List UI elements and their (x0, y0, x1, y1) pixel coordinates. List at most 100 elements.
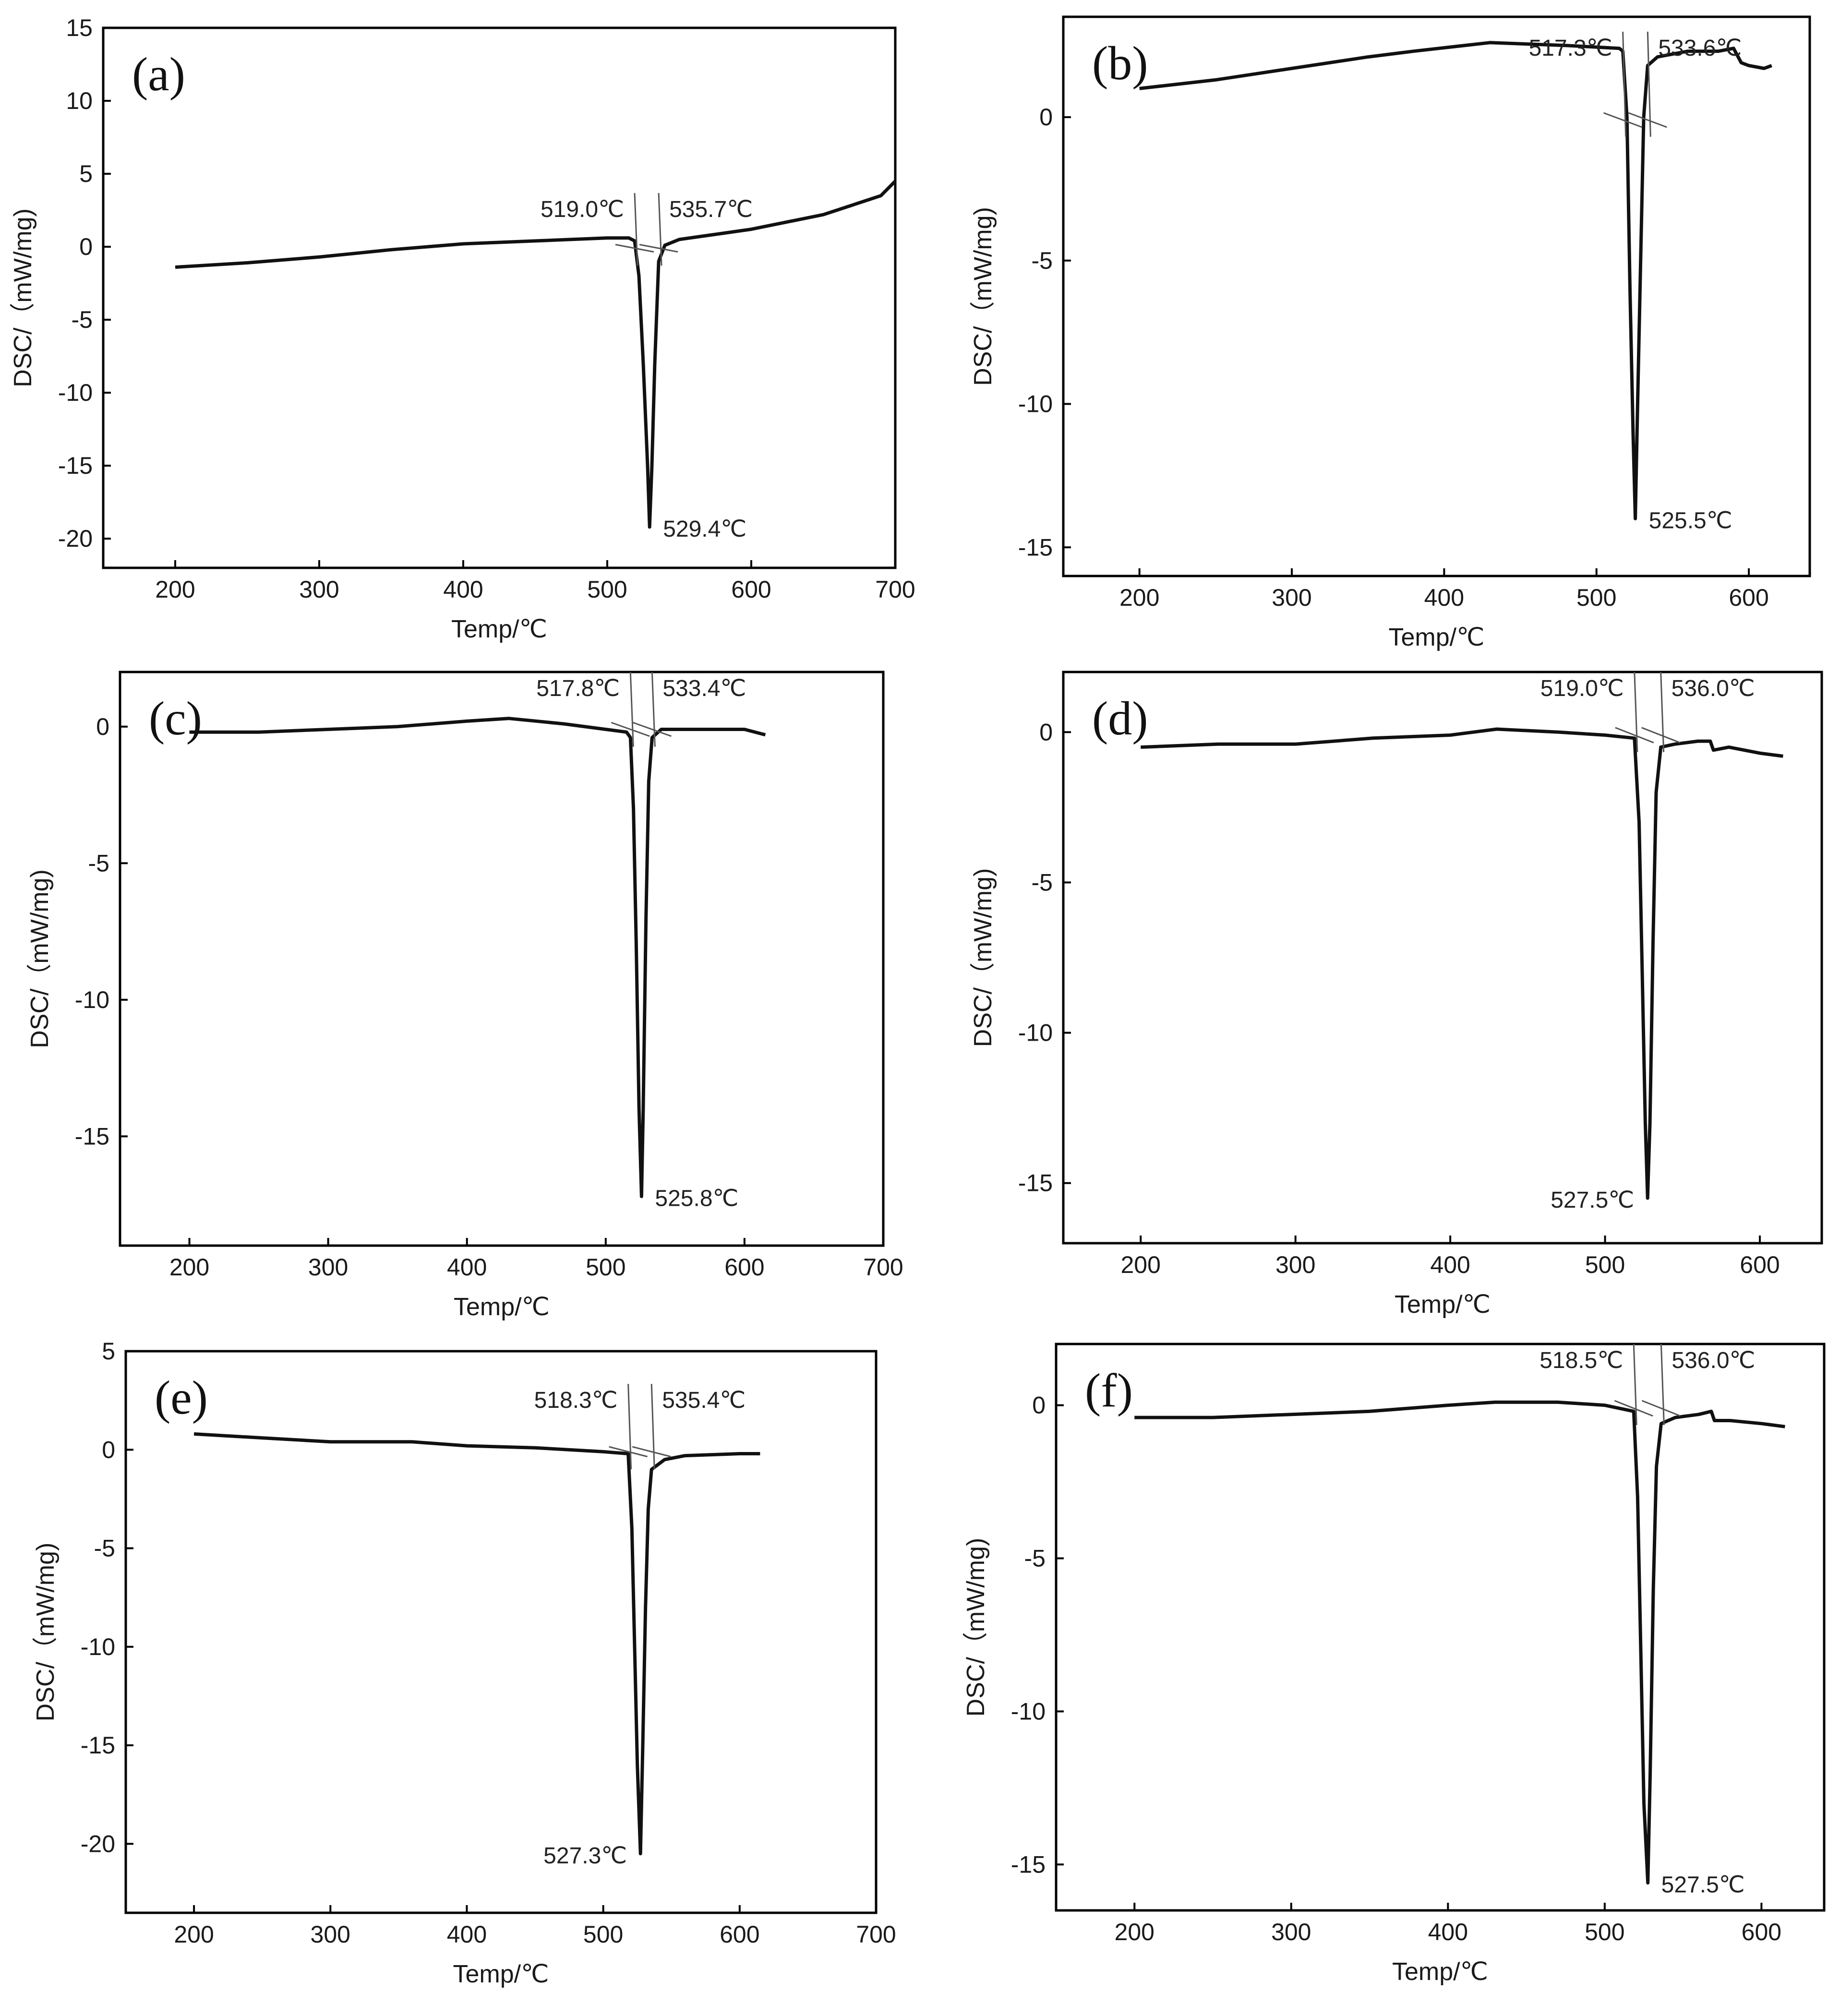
chart-panel-c: 200 300 400 500 600 700 -15 -10 -5 0 Temp/℃ DSC/（mW… (26, 671, 903, 1321)
y-axis-title: DSC/（mW/mg) (969, 868, 997, 1047)
endset-label: 535.4℃ (662, 1388, 746, 1413)
y-tick-label: 0 (1032, 1392, 1046, 1419)
x-tick-label: 200 (169, 1254, 209, 1281)
x-tick-label: 300 (308, 1254, 348, 1281)
x-tick-label: 600 (1740, 1251, 1780, 1278)
x-tick-label: 400 (447, 1254, 487, 1281)
x-tick-label: 500 (583, 1921, 623, 1948)
chart-panel-e: 200 300 400 500 600 700 -20 -15 -10 -5 0 5 Temp/℃ DSC… (32, 1338, 896, 1988)
chart-panel-f: 200 300 400 500 600 -15 -10 -5 0 Temp/℃ DSC/（mW/mg… (962, 1343, 1826, 1986)
peak-label: 525.5℃ (1649, 508, 1732, 534)
x-tick-label: 300 (1271, 1919, 1311, 1945)
y-tick-label: -10 (58, 379, 93, 406)
y-tick-label: 15 (66, 14, 93, 41)
y-axis-title: DSC/（mW/mg) (962, 1538, 990, 1717)
onset-label: 517.3℃ (1529, 36, 1612, 61)
onset-tangent (1634, 672, 1638, 752)
y-tick-label: -15 (58, 452, 93, 479)
dsc-curve (1134, 1400, 1785, 1885)
x-tick-label: 400 (1430, 1251, 1470, 1278)
y-axis-title: DSC/（mW/mg) (9, 208, 37, 387)
onset-baseline (1603, 112, 1643, 128)
y-tick-label: -10 (1018, 391, 1053, 418)
x-tick-label: 400 (443, 576, 483, 603)
plot-frame (119, 671, 885, 1247)
x-tick-label: 600 (1742, 1919, 1781, 1945)
onset-label: 519.0℃ (1540, 676, 1624, 701)
x-tick-label: 700 (856, 1921, 896, 1948)
x-tick-label: 300 (311, 1921, 350, 1948)
x-tick-label: 500 (1576, 584, 1616, 611)
onset-baseline (615, 244, 654, 253)
endset-label: 536.0℃ (1672, 1348, 1755, 1373)
y-tick-label: 0 (1039, 104, 1053, 131)
onset-tangent (1622, 32, 1627, 137)
y-tick-label: -10 (1018, 1020, 1053, 1046)
y-tick-label: -15 (81, 1732, 115, 1759)
x-tick-label: 500 (586, 1254, 625, 1281)
plot-frame (102, 26, 897, 569)
chart-panel-a: 200 300 400 500 600 700 -20 -15 -10 -5 0 5 10 15 Temp/… (9, 14, 915, 643)
onset-tangent (629, 672, 634, 747)
x-axis-title: Temp/℃ (1388, 624, 1484, 651)
endset-label: 533.4℃ (662, 676, 746, 701)
peak-label: 527.5℃ (1661, 1872, 1745, 1898)
onset-tangent (1633, 1344, 1637, 1425)
peak-label: 527.3℃ (543, 1843, 627, 1869)
y-tick-label: -10 (75, 986, 109, 1013)
y-axis-title: DSC/（mW/mg) (26, 869, 54, 1048)
y-tick-label: -5 (94, 1535, 115, 1562)
dsc-curve (193, 1432, 760, 1856)
endset-tangent (658, 193, 662, 266)
panel-label: (f) (1085, 1364, 1133, 1417)
y-tick-label: -5 (88, 850, 109, 876)
panel-label: (e) (155, 1371, 208, 1424)
x-tick-label: 600 (731, 576, 771, 603)
x-tick-label: 400 (447, 1921, 487, 1948)
endset-baseline (632, 721, 672, 737)
endset-tangent (1660, 1344, 1665, 1425)
endset-tangent (1660, 672, 1665, 752)
y-tick-label: -15 (1011, 1851, 1046, 1878)
x-tick-label: 600 (720, 1921, 759, 1948)
onset-tangent (634, 193, 638, 266)
x-tick-label: 500 (1585, 1251, 1625, 1278)
endset-baseline (1628, 112, 1667, 128)
onset-tangent (627, 1384, 632, 1470)
y-tick-label: 0 (79, 233, 93, 260)
panel-label: (b) (1092, 36, 1148, 90)
peak-label: 529.4℃ (663, 516, 746, 542)
x-tick-label: 200 (155, 576, 195, 603)
x-axis-title: Temp/℃ (453, 1960, 549, 1988)
y-tick-label: 0 (1039, 719, 1053, 745)
y-tick-label: 5 (102, 1338, 115, 1365)
onset-baseline (609, 1446, 648, 1458)
plot-frame (1062, 15, 1811, 577)
panel-label: (c) (149, 692, 202, 745)
x-tick-label: 700 (875, 576, 915, 603)
endset-label: 535.7℃ (669, 197, 753, 222)
endset-tangent (651, 672, 656, 747)
y-tick-label: 0 (102, 1436, 115, 1463)
y-tick-label: -20 (58, 525, 93, 552)
endset-label: 533.6℃ (1658, 36, 1742, 61)
y-tick-label: -5 (72, 306, 93, 333)
endset-baseline (632, 1446, 671, 1458)
x-tick-label: 700 (863, 1254, 903, 1281)
panel-label: (a) (132, 48, 185, 101)
x-tick-label: 400 (1424, 584, 1464, 611)
y-tick-label: -5 (1032, 247, 1053, 274)
chart-panel-d: 200 300 400 500 600 -15 -10 -5 0 Temp/℃ DSC/（mW/mg… (969, 671, 1823, 1319)
x-axis-title: Temp/℃ (454, 1293, 550, 1321)
x-tick-label: 600 (1729, 584, 1768, 611)
dsc-curve (1139, 41, 1772, 520)
onset-baseline (1615, 727, 1654, 744)
onset-label: 517.8℃ (536, 676, 620, 701)
onset-label: 519.0℃ (541, 197, 624, 222)
dsc-curve (1141, 727, 1783, 1200)
endset-tangent (650, 1384, 655, 1470)
chart-panel-b: 200 300 400 500 600 -15 -10 -5 0 Temp/℃ DSC/（mW/mg… (969, 15, 1811, 651)
y-tick-label: -20 (81, 1830, 115, 1857)
x-axis-title: Temp/℃ (1392, 1958, 1488, 1986)
x-tick-label: 400 (1428, 1919, 1468, 1945)
